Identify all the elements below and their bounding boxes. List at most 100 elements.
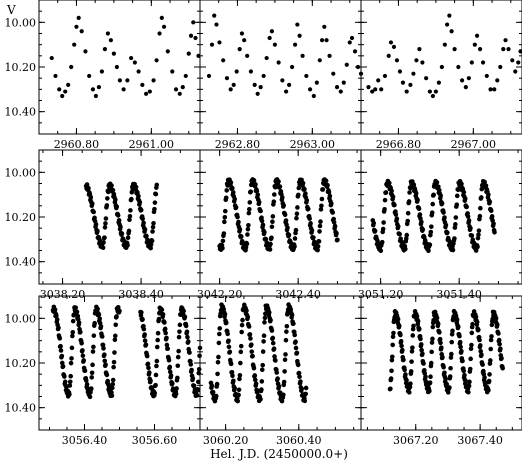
data-point xyxy=(430,93,435,99)
data-point xyxy=(76,320,82,325)
data-point xyxy=(281,379,287,385)
data-point xyxy=(237,372,243,378)
data-point xyxy=(395,224,401,229)
data-point xyxy=(238,360,243,366)
data-point xyxy=(220,245,225,251)
data-point xyxy=(284,323,290,329)
data-point xyxy=(335,237,340,243)
data-point xyxy=(405,218,411,224)
data-point xyxy=(441,210,446,215)
data-point xyxy=(70,330,76,335)
data-point xyxy=(60,364,66,369)
data-point xyxy=(261,73,266,79)
data-point xyxy=(274,370,280,375)
data-point xyxy=(128,208,133,213)
data-point xyxy=(225,331,230,337)
data-point xyxy=(496,337,502,343)
data-point xyxy=(253,182,258,187)
data-point xyxy=(255,192,261,198)
data-point xyxy=(382,197,388,203)
data-point xyxy=(376,78,381,83)
data-point xyxy=(379,87,384,92)
data-points xyxy=(50,304,203,400)
data-point xyxy=(383,190,389,195)
data-point xyxy=(430,201,436,207)
data-point xyxy=(148,245,153,251)
data-point xyxy=(97,316,103,321)
data-point xyxy=(315,247,320,253)
data-point xyxy=(111,359,117,365)
data-point xyxy=(235,214,240,220)
data-point xyxy=(140,82,145,87)
panel-1: 10.00 10.20 10.40 2960.80 2961.00 xyxy=(5,0,201,151)
data-point xyxy=(136,193,141,199)
data-point xyxy=(311,235,316,240)
data-point xyxy=(258,396,263,402)
data-point xyxy=(151,220,156,226)
data-point xyxy=(221,58,226,63)
data-point xyxy=(156,316,162,322)
data-point xyxy=(486,378,492,384)
data-point xyxy=(170,381,175,386)
panel-9: 3067.20 3067.40 xyxy=(360,295,522,447)
data-point xyxy=(463,85,468,90)
data-point xyxy=(260,349,266,354)
data-point xyxy=(112,350,117,355)
data-point xyxy=(142,227,148,232)
data-point xyxy=(469,60,474,65)
data-point xyxy=(462,372,467,378)
y-tick-label: 10.40 xyxy=(5,106,37,119)
data-point xyxy=(393,212,399,217)
data-point xyxy=(268,241,273,247)
data-point xyxy=(445,390,451,395)
data-point xyxy=(261,333,267,338)
data-point xyxy=(54,317,60,322)
data-point xyxy=(469,330,475,336)
data-point xyxy=(196,366,202,372)
panel-8: 3060.20 3060.40 xyxy=(199,295,362,447)
data-point xyxy=(230,373,235,379)
data-point xyxy=(411,323,416,329)
data-point xyxy=(293,345,299,351)
data-point xyxy=(347,40,352,45)
data-point xyxy=(449,351,454,357)
data-point xyxy=(125,235,131,240)
data-point xyxy=(476,228,482,233)
data-point xyxy=(173,391,179,397)
data-points xyxy=(387,308,505,395)
data-point xyxy=(117,308,122,314)
data-point xyxy=(221,231,227,236)
panel-3: 2966.80 2967.00 xyxy=(360,0,522,151)
data-point xyxy=(66,82,71,87)
data-point xyxy=(329,201,334,206)
data-point xyxy=(144,353,150,359)
data-point xyxy=(255,91,260,96)
data-point xyxy=(266,310,272,315)
data-point xyxy=(366,85,371,90)
panel-5: 3042.20 3042.40 xyxy=(197,149,362,301)
data-point xyxy=(102,352,107,357)
data-point xyxy=(311,93,316,99)
data-point xyxy=(293,227,299,233)
data-point xyxy=(488,358,493,363)
data-point xyxy=(143,91,149,96)
data-point xyxy=(250,353,255,359)
data-point xyxy=(373,87,378,92)
data-point xyxy=(117,78,122,83)
data-point xyxy=(245,226,251,232)
data-point xyxy=(327,53,332,58)
data-point xyxy=(69,356,74,361)
data-point xyxy=(60,93,65,99)
data-point xyxy=(268,317,273,323)
data-point xyxy=(394,58,400,63)
data-point xyxy=(455,324,461,330)
data-points xyxy=(370,178,497,254)
data-point xyxy=(298,379,303,384)
data-point xyxy=(439,64,444,70)
data-point xyxy=(453,222,458,227)
data-point xyxy=(427,388,432,394)
x-tick-label: 3056.40 xyxy=(62,434,108,447)
data-point xyxy=(303,391,308,397)
data-point xyxy=(99,69,104,74)
data-point xyxy=(466,76,471,81)
